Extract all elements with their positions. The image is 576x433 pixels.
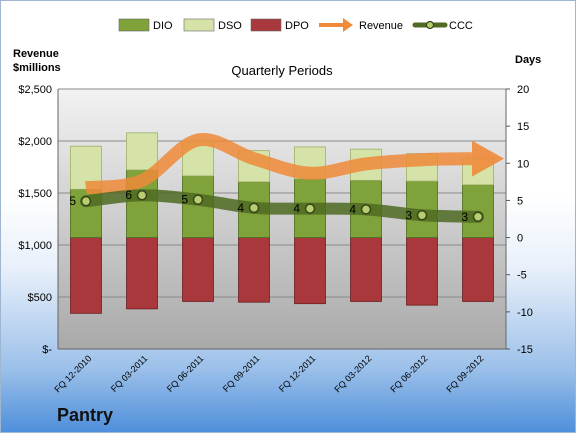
legend-marker-ccc xyxy=(425,20,435,30)
y-left-tick-label: $2,500 xyxy=(18,84,52,96)
y-right-tick-label: 0 xyxy=(517,233,523,245)
legend-swatch-dpo xyxy=(250,18,282,32)
ccc-data-label: 4 xyxy=(293,202,300,216)
legend-swatch-revenue xyxy=(319,18,353,32)
x-tick-label: FQ 09-2012 xyxy=(444,353,485,394)
bar-dpo xyxy=(462,237,494,302)
y-right-tick-label: -5 xyxy=(517,270,527,282)
revenue-layer xyxy=(85,133,504,195)
y-right-label: Days xyxy=(515,54,541,66)
revenue-line xyxy=(85,133,473,195)
chart-title: Quarterly Periods xyxy=(231,63,333,78)
y-left-tick-label: $1,000 xyxy=(18,240,52,252)
y-right-tick-label: 10 xyxy=(517,158,529,170)
ccc-marker xyxy=(472,211,484,223)
y-right-tick-label: 5 xyxy=(517,195,523,207)
ccc-marker xyxy=(416,210,428,221)
x-tick-label: FQ 03-2011 xyxy=(109,353,150,394)
x-tick-label: FQ 12-2011 xyxy=(277,353,318,394)
ccc-data-label: 5 xyxy=(69,194,76,208)
y-left-label-line2: $millions xyxy=(13,62,61,74)
ccc-data-label: 5 xyxy=(181,193,188,207)
y-left-tick-label: $500 xyxy=(28,292,52,304)
bar-dpo xyxy=(294,237,326,305)
ccc-data-label: 3 xyxy=(461,210,468,224)
ccc-data-label: 4 xyxy=(349,202,356,216)
company-label: Pantry xyxy=(57,405,114,425)
y-left-tick-label: $- xyxy=(42,344,52,356)
ccc-data-label: 6 xyxy=(125,188,132,202)
x-tick-label: FQ 06-2012 xyxy=(388,353,429,394)
ccc-marker xyxy=(304,203,316,214)
y-right-tick-label: 15 xyxy=(517,121,529,133)
y-left-tick-label: $2,000 xyxy=(18,136,52,148)
ccc-marker xyxy=(192,194,204,205)
x-tick-label: FQ 09-2011 xyxy=(221,353,262,394)
bar-dso xyxy=(126,132,158,171)
y-right-tick-label: 20 xyxy=(517,84,529,96)
bar-dpo xyxy=(238,237,270,303)
ccc-layer: 5 6 5 4 4 4 3 3 xyxy=(69,188,484,224)
ccc-marker xyxy=(80,195,92,207)
bar-dpo xyxy=(182,237,214,302)
x-tick-label: FQ 03-2012 xyxy=(332,353,373,394)
ccc-marker xyxy=(136,189,148,201)
legend-label-ccc: CCC xyxy=(449,20,473,32)
revenue-arrowhead xyxy=(472,140,504,177)
bar-dpo xyxy=(126,237,158,310)
bar-dpo xyxy=(350,237,382,302)
y-left-label-line1: Revenue xyxy=(13,48,59,60)
ccc-marker xyxy=(360,204,372,215)
legend-layer: DIO DSO DPO Revenue CCC xyxy=(118,18,473,32)
x-tick-label: FQ 12-2010 xyxy=(52,353,93,394)
x-tick-label: FQ 06-2011 xyxy=(165,353,206,394)
ccc-data-label: 3 xyxy=(405,208,412,222)
bar-dpo xyxy=(406,237,438,306)
ccc-marker xyxy=(248,202,260,214)
legend-label-dio: DIO xyxy=(153,20,173,32)
legend-label-revenue: Revenue xyxy=(359,20,403,32)
y-right-tick-label: -15 xyxy=(517,344,533,356)
legend-swatch-dso xyxy=(183,18,215,32)
y-left-tick-label: $1,500 xyxy=(18,188,52,200)
bar-dpo xyxy=(70,237,102,314)
y-right-tick-label: -10 xyxy=(517,307,533,319)
legend-label-dso: DSO xyxy=(218,20,242,32)
legend-swatch-dio xyxy=(118,18,150,32)
bars-layer xyxy=(70,132,494,314)
legend-label-dpo: DPO xyxy=(285,20,309,32)
ccc-data-label: 4 xyxy=(237,201,244,215)
